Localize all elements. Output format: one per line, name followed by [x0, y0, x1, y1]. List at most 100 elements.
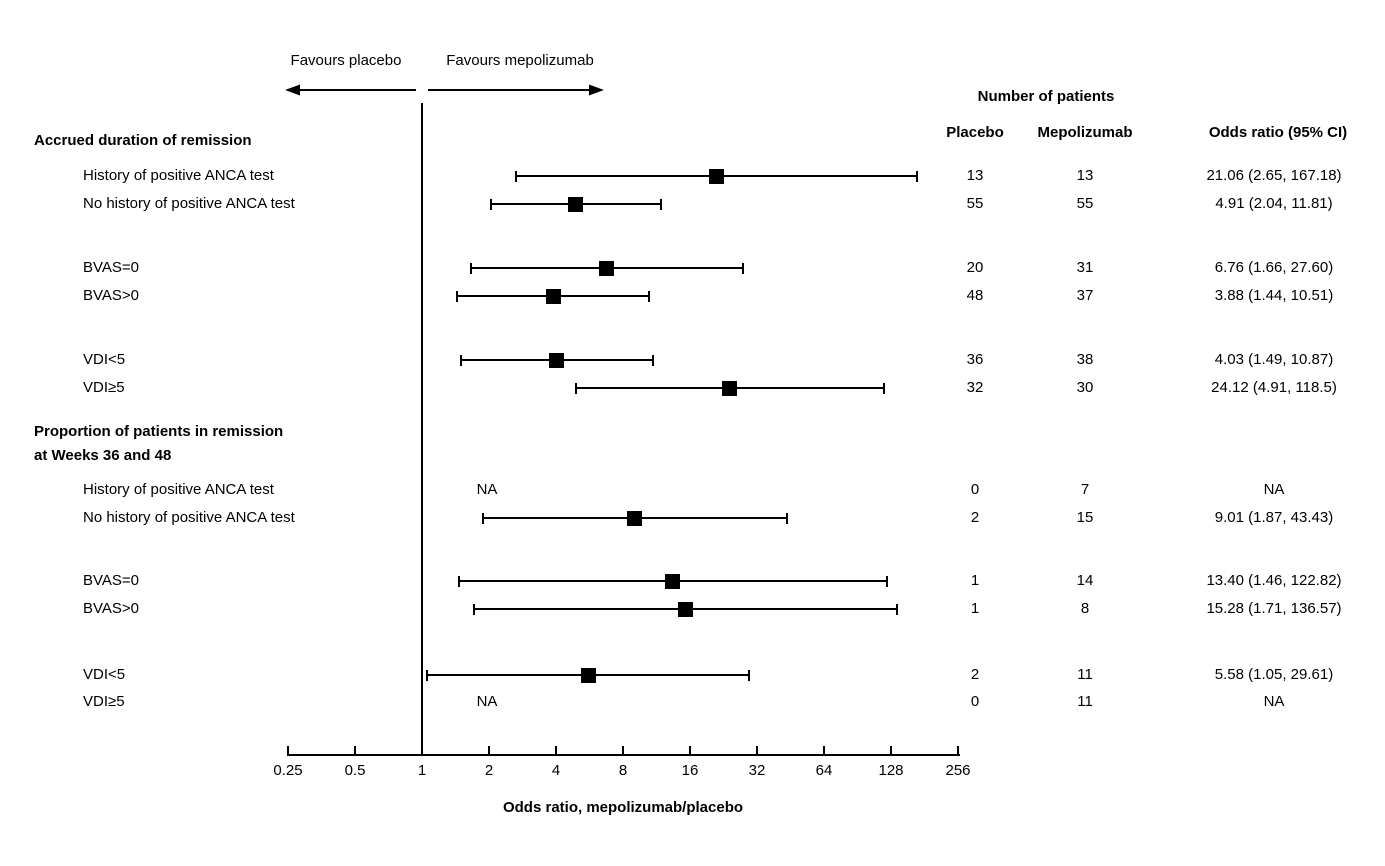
- placebo-count: 2: [970, 509, 980, 526]
- odds-ratio-value: 24.12 (4.91, 118.5): [1211, 379, 1337, 396]
- ci-cap-high: [648, 290, 651, 302]
- placebo-count: 2: [970, 666, 980, 683]
- ci-cap-low: [469, 262, 472, 274]
- or-marker: [709, 168, 725, 184]
- row-label: History of positive ANCA test: [83, 167, 274, 184]
- or-marker: [545, 288, 561, 304]
- odds-ratio-value: 13.40 (1.46, 122.82): [1206, 572, 1342, 589]
- placebo-count: 55: [966, 195, 984, 212]
- mepolizumab-column-header: Mepolizumab: [1037, 124, 1133, 141]
- ci-cap-high: [651, 354, 654, 366]
- placebo-count: 20: [966, 259, 984, 276]
- x-axis-tick-label: 1: [417, 762, 427, 779]
- or-marker: [665, 573, 681, 589]
- x-axis-tick-label: 8: [618, 762, 628, 779]
- odds-ratio-value: 5.58 (1.05, 29.61): [1214, 666, 1334, 683]
- or-marker: [722, 380, 738, 396]
- row-label: BVAS>0: [83, 287, 140, 304]
- ci-cap-high: [748, 669, 751, 681]
- section-heading: Proportion of patients in remission: [34, 423, 284, 440]
- mepolizumab-count: 11: [1077, 693, 1093, 710]
- row-label: VDI<5: [83, 666, 126, 683]
- odds-ratio-value: 9.01 (1.87, 43.43): [1214, 509, 1334, 526]
- x-axis-tick-label: 4: [551, 762, 561, 779]
- or-marker: [678, 601, 694, 617]
- or-marker: [580, 667, 596, 683]
- x-axis-tick: [622, 746, 624, 754]
- x-axis-tick: [354, 746, 356, 754]
- number-of-patients-header: Number of patients: [977, 88, 1115, 105]
- x-axis-tick-label: 16: [681, 762, 699, 779]
- or-marker: [626, 510, 642, 526]
- na-plot-label: NA: [476, 481, 498, 498]
- placebo-column-header: Placebo: [946, 124, 1004, 141]
- ci-cap-high: [886, 575, 888, 587]
- x-axis-label: Odds ratio, mepolizumab/placebo: [502, 799, 744, 816]
- mepolizumab-count: 14: [1076, 572, 1094, 589]
- odds-ratio-value: 3.88 (1.44, 10.51): [1214, 287, 1334, 304]
- x-axis-tick: [756, 746, 758, 754]
- ci-cap-low: [489, 198, 492, 210]
- or-marker: [568, 196, 584, 212]
- mepolizumab-count: 13: [1076, 167, 1094, 184]
- mepolizumab-count: 15: [1076, 509, 1094, 526]
- mepolizumab-count: 30: [1076, 379, 1094, 396]
- x-axis-tick: [421, 746, 423, 754]
- mepolizumab-count: 7: [1080, 481, 1090, 498]
- x-axis-tick: [488, 746, 490, 754]
- x-axis-tick: [890, 746, 892, 754]
- ci-cap-low: [459, 354, 462, 366]
- ci-cap-low: [456, 290, 459, 302]
- odds-ratio-value: 21.06 (2.65, 167.18): [1206, 167, 1342, 184]
- x-axis-tick-label: 32: [748, 762, 766, 779]
- row-label: BVAS=0: [83, 572, 140, 589]
- odds-ratio-value: 15.28 (1.71, 136.57): [1206, 600, 1342, 617]
- ci-cap-low: [425, 669, 428, 681]
- row-label: BVAS>0: [83, 600, 140, 617]
- ci-cap-high: [741, 262, 744, 274]
- placebo-count: 32: [966, 379, 984, 396]
- x-axis-tick-label: 64: [815, 762, 833, 779]
- placebo-count: 36: [966, 351, 984, 368]
- reference-line: [421, 103, 423, 756]
- x-axis-tick: [823, 746, 825, 754]
- mepolizumab-count: 31: [1076, 259, 1094, 276]
- section-heading: at Weeks 36 and 48: [34, 447, 172, 464]
- x-axis-tick: [957, 746, 959, 754]
- row-label: No history of positive ANCA test: [83, 509, 295, 526]
- ci-cap-low: [481, 512, 484, 524]
- row-label: VDI<5: [83, 351, 126, 368]
- ci-cap-high: [882, 382, 885, 394]
- section-heading: Accrued duration of remission: [34, 132, 252, 149]
- odds-ratio-value: NA: [1263, 481, 1285, 498]
- odds-ratio-value: 4.03 (1.49, 10.87): [1214, 351, 1334, 368]
- odds-ratio-column-header: Odds ratio (95% CI): [1208, 124, 1348, 141]
- ci-cap-high: [896, 603, 899, 615]
- row-label: History of positive ANCA test: [83, 481, 274, 498]
- x-axis-tick: [287, 746, 289, 754]
- placebo-count: 48: [966, 287, 984, 304]
- row-label: No history of positive ANCA test: [83, 195, 295, 212]
- x-axis-line: [287, 754, 960, 756]
- mepolizumab-count: 11: [1077, 666, 1093, 683]
- ci-cap-high: [785, 512, 788, 524]
- mepolizumab-count: 55: [1076, 195, 1094, 212]
- favours-mepolizumab-label: Favours mepolizumab: [446, 52, 594, 69]
- mepolizumab-count: 38: [1076, 351, 1094, 368]
- or-marker: [549, 352, 565, 368]
- ci-cap-low: [457, 575, 460, 587]
- odds-ratio-value: 6.76 (1.66, 27.60): [1214, 259, 1334, 276]
- mepolizumab-count: 8: [1080, 600, 1090, 617]
- row-label: BVAS=0: [83, 259, 140, 276]
- x-axis-tick: [689, 746, 691, 754]
- placebo-count: 13: [966, 167, 984, 184]
- placebo-count: 1: [970, 600, 980, 617]
- x-axis-tick-label: 0.25: [273, 762, 303, 779]
- mepolizumab-count: 37: [1076, 287, 1094, 304]
- odds-ratio-value: NA: [1263, 693, 1285, 710]
- ci-cap-low: [574, 382, 577, 394]
- ci-cap-high: [915, 170, 918, 182]
- x-axis-tick-label: 256: [945, 762, 971, 779]
- x-axis-tick-label: 2: [484, 762, 494, 779]
